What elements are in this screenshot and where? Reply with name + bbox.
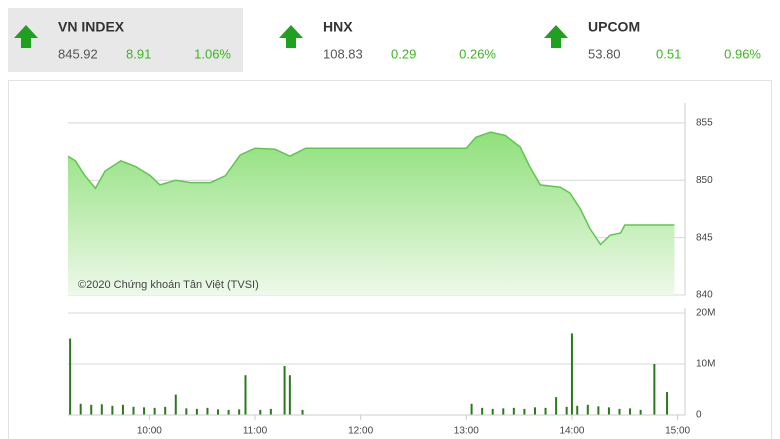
area-fill (68, 132, 675, 295)
volume-bar (195, 408, 198, 415)
volume-bar (666, 392, 669, 415)
y-tick-label: 20M (696, 308, 715, 319)
volume-bar (227, 409, 230, 415)
volume-bar (607, 407, 610, 415)
volume-bar (523, 408, 526, 415)
selected-tab[interactable] (8, 8, 243, 72)
volume-bar (111, 405, 114, 415)
volume-bar (206, 407, 209, 415)
x-tick-label: 15:00 (665, 426, 690, 437)
volume-bar (174, 394, 177, 415)
chart-frame (8, 80, 772, 439)
volume-bar (164, 406, 167, 415)
volume-bar (90, 404, 93, 415)
volume-bar (491, 408, 494, 415)
index-change: 0.51 (656, 46, 681, 61)
volume-bar (153, 407, 156, 415)
index-percent: 1.06% (194, 46, 231, 61)
y-tick-label: 855 (696, 118, 713, 129)
price-line (67, 131, 675, 246)
volume-bar (470, 403, 473, 415)
volume-bar (502, 408, 505, 415)
volume-bar (544, 407, 547, 415)
x-tick-label: 10:00 (137, 426, 162, 437)
volume-bar (481, 407, 484, 415)
index-change: 8.91 (126, 46, 151, 61)
volume-bar (576, 405, 579, 415)
index-change: 0.29 (391, 46, 416, 61)
index-percent: 0.96% (724, 46, 761, 61)
volume-bar (565, 406, 568, 415)
x-tick-label: 11:00 (243, 426, 268, 437)
volume-bar (217, 409, 220, 415)
volume-bar (143, 407, 146, 415)
volume-bar (629, 408, 632, 415)
volume-bar (570, 333, 573, 415)
x-tick-label: 13:00 (454, 426, 479, 437)
volume-bar (259, 409, 262, 415)
volume-bar (301, 409, 304, 415)
volume-bar (244, 375, 247, 415)
volume-bar (533, 407, 536, 415)
y-tick-label: 850 (696, 175, 713, 186)
volume-bar (121, 404, 124, 415)
index-value: 108.83 (323, 46, 363, 61)
y-tick-label: 845 (696, 232, 713, 243)
index-name[interactable]: UPCOM (588, 19, 640, 35)
up-arrow (279, 25, 303, 48)
index-name[interactable]: HNX (323, 19, 353, 35)
index-value: 845.92 (58, 46, 98, 61)
x-tick-label: 12:00 (348, 426, 373, 437)
volume-bar (100, 404, 103, 415)
y-tick-label: 10M (696, 359, 715, 370)
volume-bar (269, 408, 272, 415)
up-arrow (544, 25, 568, 48)
volume-bar (238, 409, 241, 415)
x-tick-label: 14:00 (559, 426, 584, 437)
volume-bar (283, 366, 286, 415)
index-percent: 0.26% (459, 46, 496, 61)
volume-bar (185, 408, 188, 415)
y-tick-label: 840 (696, 290, 713, 301)
volume-bar (69, 338, 72, 415)
volume-bar (79, 403, 82, 415)
volume-bar (288, 375, 291, 415)
volume-bar (555, 397, 558, 415)
y-tick-label: 0 (696, 410, 702, 421)
volume-bar (618, 408, 621, 415)
volume-bar (653, 364, 656, 415)
volume-bar (132, 406, 135, 415)
volume-bar (597, 406, 600, 415)
up-arrow (14, 25, 38, 48)
volume-bar (512, 407, 515, 415)
watermark: ©2020 Chứng khoán Tân Việt (TVSI) (78, 279, 259, 291)
volume-bar (586, 404, 589, 415)
index-value: 53.80 (588, 46, 621, 61)
index-name[interactable]: VN INDEX (58, 19, 125, 35)
volume-bar (639, 409, 642, 415)
